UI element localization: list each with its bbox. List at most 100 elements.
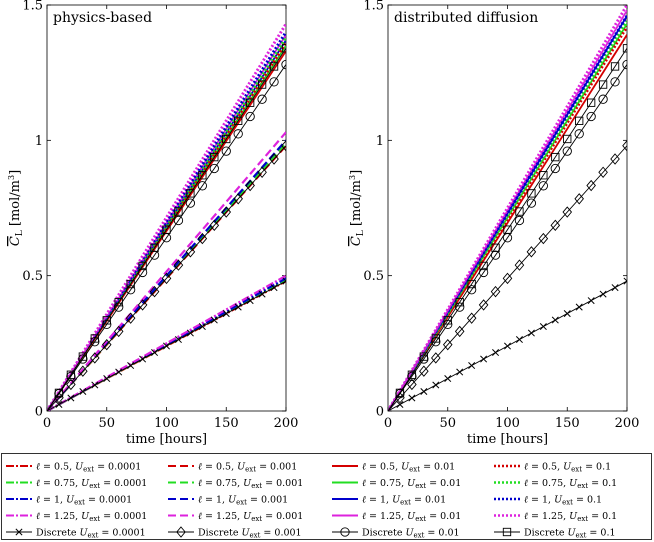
panel-title: physics-based bbox=[53, 10, 152, 26]
x-axis-label: time [hours] bbox=[126, 432, 207, 447]
discrete-marker bbox=[162, 342, 171, 350]
discrete-marker bbox=[575, 303, 583, 311]
legend-entry: Discrete Uext = 0.0001 bbox=[6, 528, 146, 540]
discrete-marker bbox=[197, 181, 208, 191]
discrete-marker bbox=[281, 44, 286, 53]
discrete-line-U0.1 bbox=[388, 48, 627, 411]
discrete-marker bbox=[150, 243, 159, 252]
discrete-marker bbox=[198, 323, 206, 331]
discrete-marker bbox=[396, 401, 404, 409]
discrete-marker bbox=[454, 325, 465, 338]
x-tick-label: 200 bbox=[615, 416, 640, 431]
discrete-marker bbox=[526, 246, 537, 258]
legend-label: ℓ = 1.25, Uext = 0.001 bbox=[198, 511, 303, 523]
discrete-marker bbox=[257, 80, 267, 89]
x-tick-label: 50 bbox=[439, 416, 456, 431]
discrete-marker bbox=[139, 355, 147, 363]
discrete-marker bbox=[90, 337, 100, 347]
legend-label: ℓ = 1, Uext = 0.001 bbox=[198, 495, 288, 507]
series-line-U0.0001-ell-3 bbox=[47, 274, 286, 411]
discrete-marker bbox=[599, 290, 607, 298]
discrete-marker bbox=[173, 259, 184, 271]
discrete-marker bbox=[186, 329, 194, 337]
discrete-marker bbox=[514, 215, 525, 226]
discrete-marker bbox=[514, 259, 525, 271]
discrete-marker bbox=[245, 111, 255, 122]
discrete-marker bbox=[539, 323, 547, 331]
y-tick-label: 1 bbox=[35, 134, 43, 149]
discrete-marker bbox=[419, 354, 429, 364]
discrete-marker bbox=[162, 225, 171, 234]
discrete-marker bbox=[103, 375, 111, 383]
discrete-marker bbox=[269, 77, 279, 87]
discrete-marker bbox=[281, 140, 286, 152]
discrete-marker bbox=[551, 316, 559, 324]
discrete-marker bbox=[443, 316, 452, 325]
discrete-marker bbox=[550, 163, 560, 174]
discrete-marker bbox=[90, 352, 100, 364]
discrete-marker bbox=[432, 381, 440, 389]
discrete-marker bbox=[587, 98, 596, 107]
discrete-marker bbox=[281, 59, 286, 70]
legend-label: ℓ = 0.75, Uext = 0.1 bbox=[524, 478, 617, 490]
legend-entry: ℓ = 0.5, Uext = 0.01 bbox=[332, 462, 455, 474]
discrete-marker bbox=[79, 388, 87, 396]
discrete-marker bbox=[527, 329, 535, 337]
x-tick-label: 150 bbox=[555, 416, 580, 431]
legend-box bbox=[1, 453, 652, 540]
discrete-marker bbox=[491, 243, 500, 252]
discrete-marker bbox=[127, 362, 135, 370]
discrete-marker bbox=[66, 378, 76, 391]
discrete-marker bbox=[431, 337, 441, 347]
discrete-marker bbox=[221, 146, 231, 156]
legend-entry: ℓ = 1, Uext = 0.1 bbox=[494, 495, 602, 507]
legend-entry: ℓ = 1.25, Uext = 0.001 bbox=[168, 511, 303, 523]
y-tick-label: 0.5 bbox=[22, 269, 43, 284]
x-tick-label: 150 bbox=[214, 416, 239, 431]
discrete-marker bbox=[126, 279, 135, 289]
legend-label: ℓ = 0.5, Uext = 0.001 bbox=[198, 462, 297, 474]
discrete-marker bbox=[395, 392, 405, 404]
discrete-marker bbox=[527, 189, 536, 198]
discrete-marker bbox=[610, 77, 620, 87]
discrete-line-U0.01 bbox=[47, 64, 286, 411]
legend-label: ℓ = 1.25, Uext = 0.0001 bbox=[36, 511, 147, 523]
y-axis-label: CL [mol/m3] bbox=[7, 170, 25, 246]
discrete-marker bbox=[149, 250, 160, 260]
discrete-marker bbox=[526, 198, 537, 208]
series-line-U0.1-ell-3 bbox=[388, 5, 627, 411]
discrete-marker bbox=[78, 365, 88, 377]
series-line-U0.1-ell-2 bbox=[47, 31, 286, 411]
discrete-marker bbox=[622, 140, 627, 152]
discrete-marker bbox=[210, 152, 219, 162]
discrete-marker bbox=[67, 394, 75, 402]
discrete-marker bbox=[173, 215, 184, 226]
discrete-marker bbox=[503, 342, 512, 350]
discrete-marker bbox=[101, 338, 112, 351]
discrete-marker bbox=[623, 277, 627, 285]
legend-entry: ℓ = 1, Uext = 0.01 bbox=[332, 495, 446, 507]
discrete-marker bbox=[66, 370, 76, 379]
legend-label: ℓ = 1, Uext = 0.01 bbox=[362, 495, 446, 507]
discrete-marker bbox=[575, 116, 584, 125]
discrete-marker bbox=[478, 299, 489, 311]
discrete-marker bbox=[466, 312, 477, 324]
discrete-marker bbox=[611, 284, 619, 292]
legend-label: ℓ = 0.75, Uext = 0.01 bbox=[362, 478, 461, 490]
discrete-marker bbox=[574, 193, 584, 205]
legend-label: Discrete Uext = 0.0001 bbox=[36, 528, 146, 540]
discrete-marker bbox=[515, 336, 523, 344]
discrete-marker bbox=[210, 316, 218, 324]
plot-area-frame bbox=[46, 4, 287, 412]
series-line-U0.1-ell-0 bbox=[388, 25, 627, 411]
discrete-marker bbox=[574, 129, 584, 139]
discrete-marker bbox=[102, 316, 111, 325]
discrete-marker bbox=[492, 349, 500, 357]
discrete-marker bbox=[90, 334, 99, 343]
discrete-marker bbox=[221, 206, 232, 218]
panel-physics-based: 0 50 100 150 200 0 0.5 1 1.5 physics-based time [h… bbox=[7, 0, 298, 447]
legend-label: ℓ = 0.5, Uext = 0.0001 bbox=[36, 462, 141, 474]
discrete-marker bbox=[222, 310, 230, 318]
discrete-marker bbox=[503, 225, 512, 234]
